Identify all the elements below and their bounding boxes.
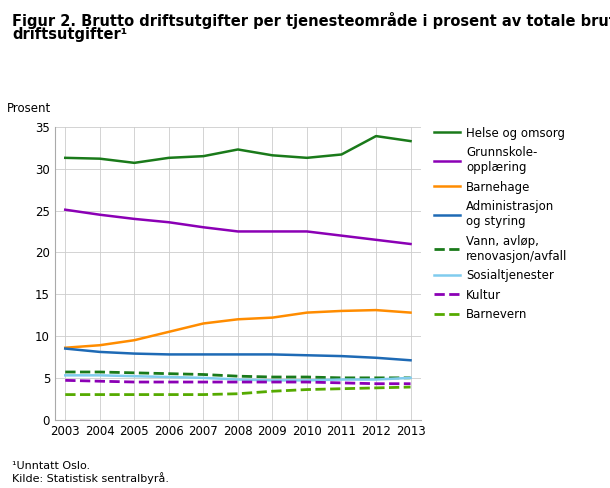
Text: Figur 2. Brutto driftsutgifter per tjenesteområde i prosent av totale brutto: Figur 2. Brutto driftsutgifter per tjene… <box>12 12 610 29</box>
Text: driftsutgifter¹: driftsutgifter¹ <box>12 27 127 42</box>
Text: ¹Unntatt Oslo.: ¹Unntatt Oslo. <box>12 461 90 471</box>
Legend: Helse og omsorg, Grunnskole-
opplæring, Barnehage, Administrasjon
og styring, Va: Helse og omsorg, Grunnskole- opplæring, … <box>434 127 567 322</box>
Text: Kilde: Statistisk sentralbyrå.: Kilde: Statistisk sentralbyrå. <box>12 472 169 484</box>
Text: Prosent: Prosent <box>7 102 52 115</box>
